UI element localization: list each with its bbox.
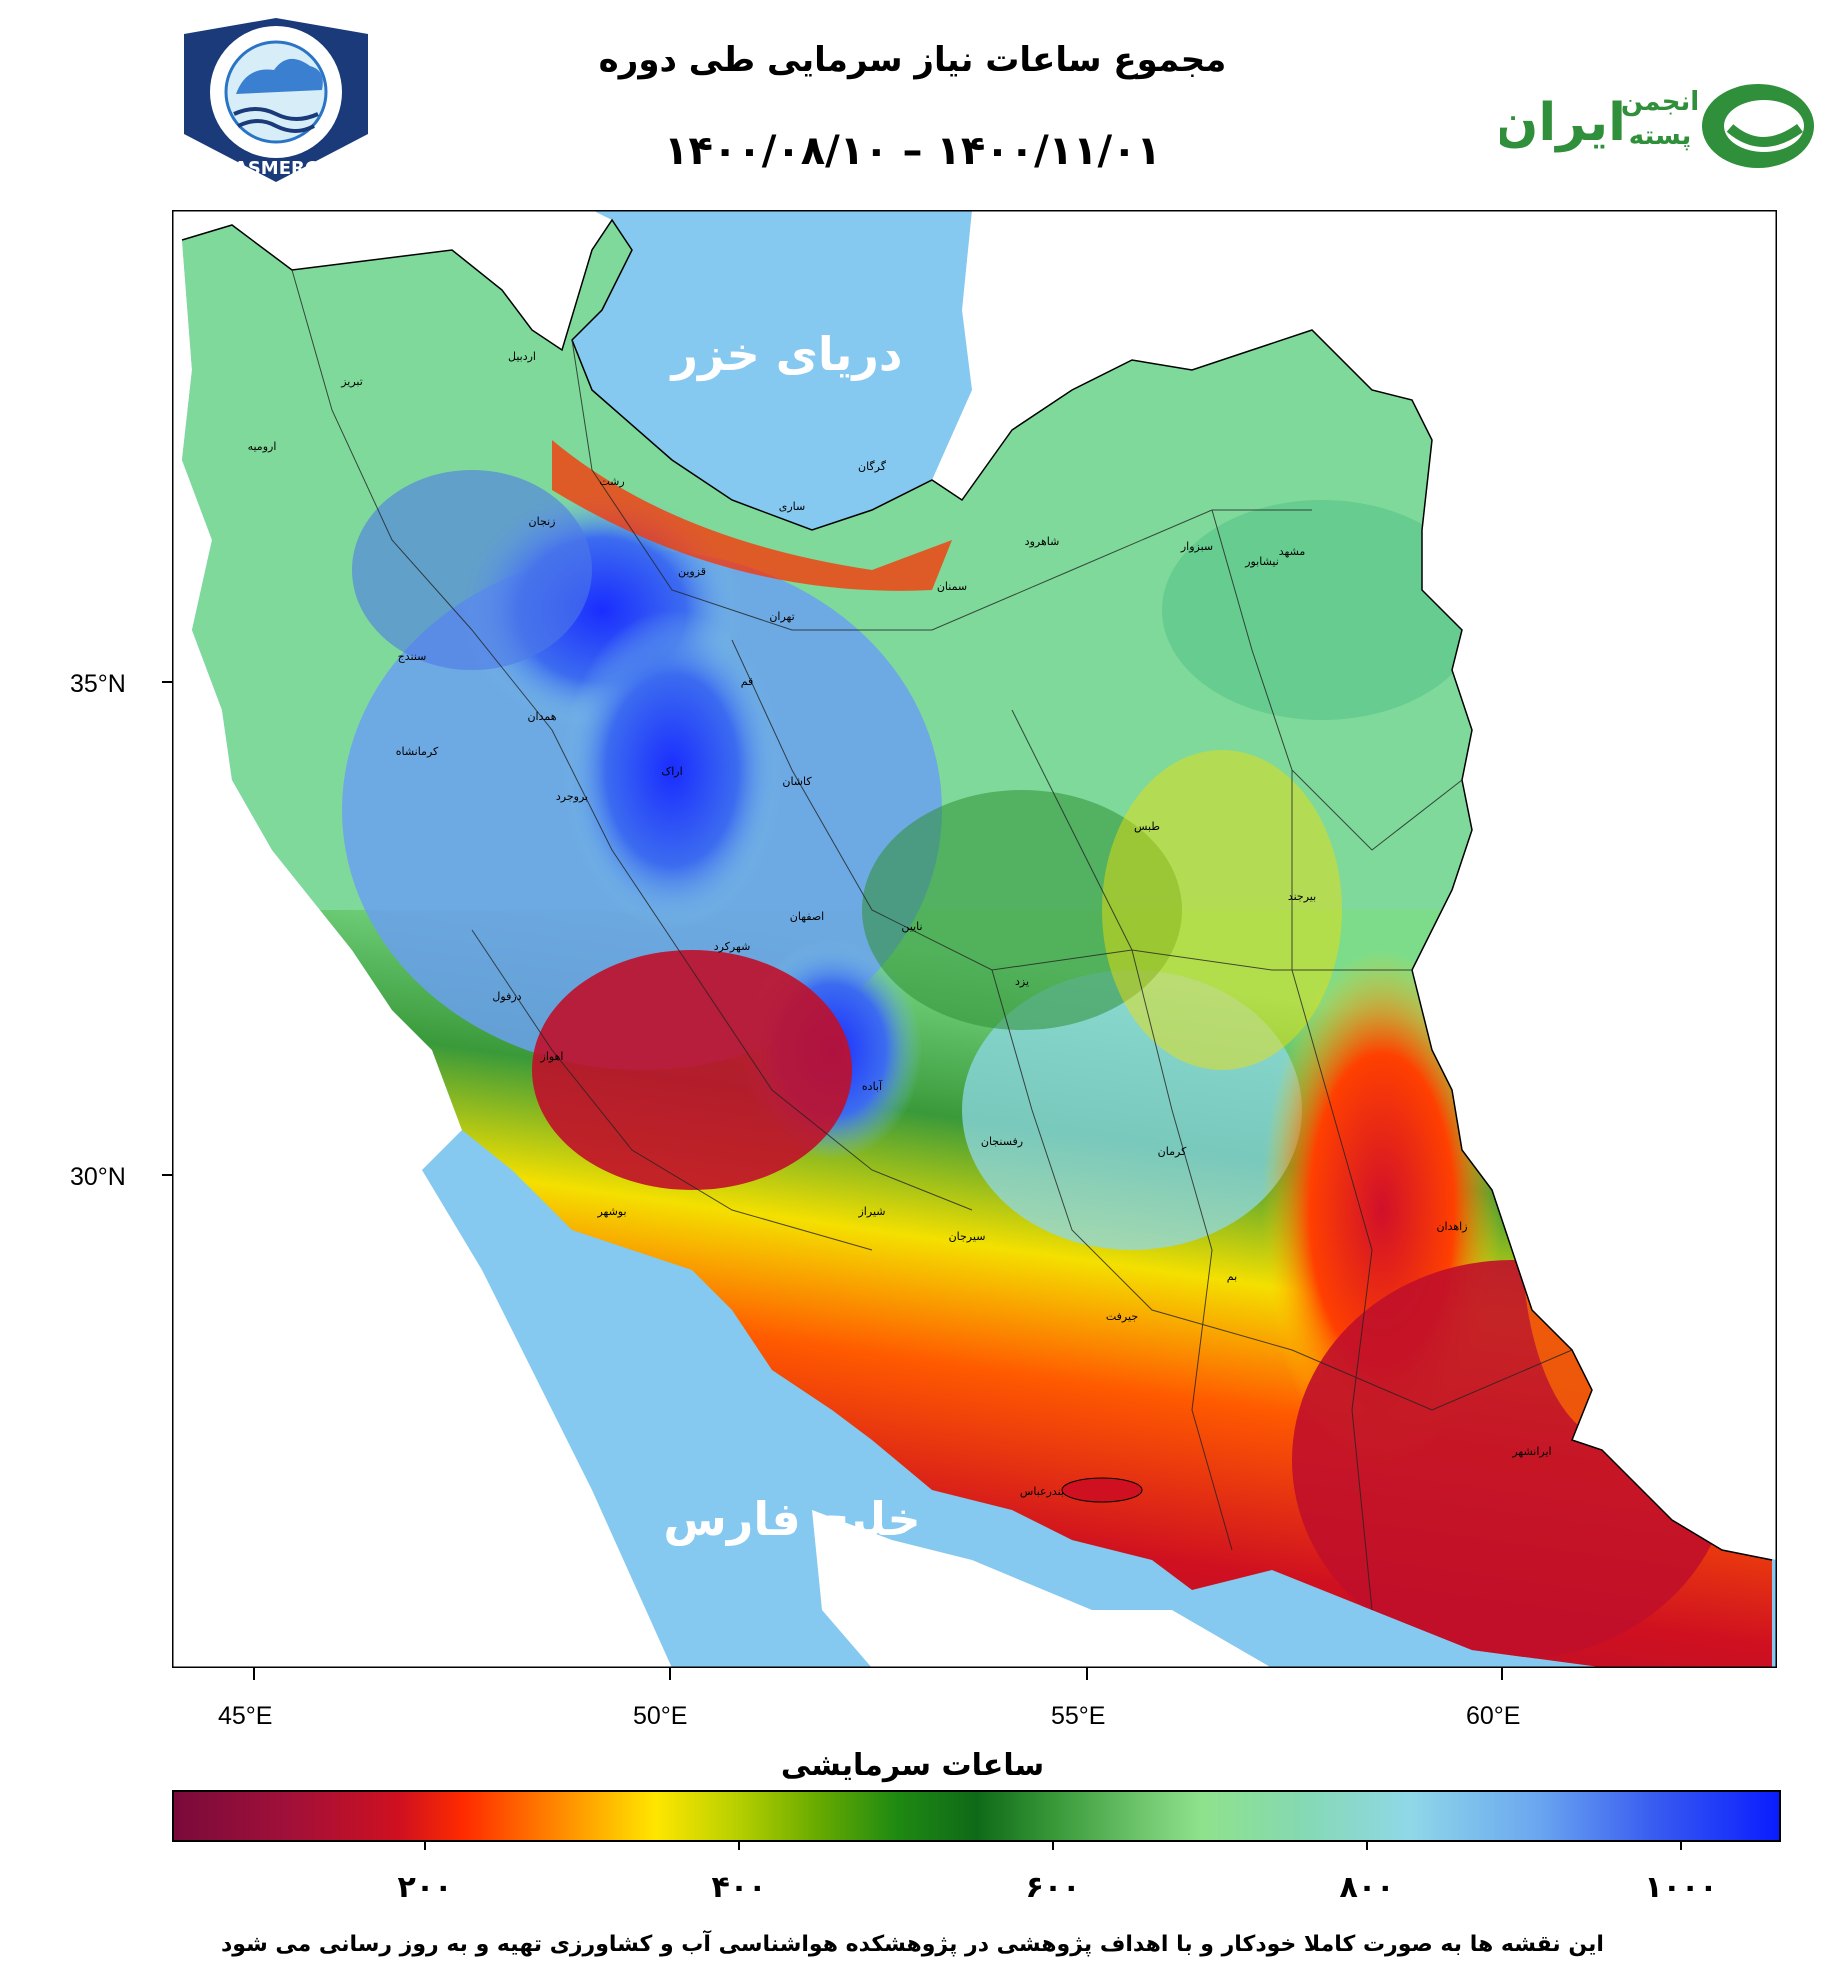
colorbar-label-400: ۴۰۰	[711, 1870, 767, 1905]
city-label: بندرعباس	[1020, 1485, 1064, 1498]
city-label: شیراز	[858, 1205, 886, 1218]
city-label: نیشابور	[1244, 555, 1279, 568]
period-dates: ۱۴۰۰/۰۸/۱۰ – ۱۴۰۰/۱۱/۰۱	[664, 128, 1161, 174]
lon-tick-60	[1501, 1668, 1503, 1680]
city-label: اهواز	[540, 1050, 564, 1063]
city-label: تهران	[769, 610, 794, 623]
city-label: همدان	[527, 710, 556, 723]
city-label: طبس	[1134, 820, 1160, 833]
city-label: تبریز	[340, 375, 363, 388]
lat-label-35: 35°N	[70, 670, 126, 698]
lon-label-45: 45°E	[218, 1702, 273, 1730]
city-label: اراک	[661, 765, 682, 778]
city-label: بروجرد	[556, 790, 588, 803]
city-label: شهرکرد	[714, 940, 751, 953]
colorbar	[172, 1790, 1781, 1842]
chill-hours-map: دریای خزر خلیج فارس تبریز ارومیه اردبیل …	[172, 210, 1777, 1668]
city-label: کرمان	[1158, 1145, 1187, 1158]
asmerc-logo-text: ASMERC	[234, 158, 318, 179]
province-borders	[291, 269, 1573, 1611]
city-label: یزد	[1015, 975, 1029, 988]
city-label: اصفهان	[790, 910, 824, 923]
colorbar-tick	[1680, 1840, 1682, 1850]
city-label: اردبیل	[508, 350, 536, 363]
lon-tick-45	[253, 1668, 255, 1680]
colorbar-title: ساعات سرمایشی	[780, 1748, 1045, 1783]
colorbar-label-600: ۶۰۰	[1025, 1870, 1081, 1905]
city-label: قم	[741, 675, 754, 688]
colorbar-label-800: ۸۰۰	[1339, 1870, 1395, 1905]
city-label: ایرانشهر	[1511, 1445, 1551, 1458]
persian-gulf-label: خلیج فارس	[663, 1492, 920, 1546]
lon-label-60: 60°E	[1466, 1702, 1521, 1730]
lat-label-30: 30°N	[70, 1163, 126, 1191]
city-label: بیرجند	[1288, 890, 1316, 903]
city-label: سنندج	[398, 650, 427, 663]
lon-tick-50	[669, 1668, 671, 1680]
city-label: کرمانشاه	[396, 745, 439, 758]
city-label: بم	[1227, 1270, 1237, 1283]
city-labels: تبریز ارومیه اردبیل زنجان سنندج همدان کر…	[248, 350, 1552, 1498]
city-label: ساری	[779, 500, 806, 513]
map-frame	[172, 210, 1777, 1668]
colorbar-tick	[424, 1840, 426, 1850]
city-label: زاهدان	[1436, 1220, 1467, 1233]
city-label: ارومیه	[248, 440, 277, 453]
pistachio-association-logo: انجمن پسته ایران	[1500, 84, 1814, 168]
lon-label-50: 50°E	[633, 1702, 688, 1730]
city-label: قزوین	[678, 565, 706, 578]
city-label: نایین	[901, 920, 922, 933]
city-label: سمنان	[937, 580, 967, 593]
city-label: شاهرود	[1025, 535, 1060, 548]
city-label: سبزوار	[1180, 540, 1213, 553]
city-label: دزفول	[492, 990, 521, 1003]
logo-text-peste: پسته	[1629, 121, 1692, 151]
city-label: جیرفت	[1106, 1310, 1138, 1323]
city-label: گرگان	[858, 460, 887, 473]
city-label: بوشهر	[596, 1205, 626, 1218]
logo-text-anjoman: انجمن	[1621, 87, 1699, 117]
city-label: سیرجان	[949, 1230, 986, 1243]
country-border	[181, 218, 1773, 1561]
logo-text-iran: ایران	[1500, 93, 1626, 153]
city-label: رشت	[599, 475, 624, 488]
colorbar-tick	[1366, 1840, 1368, 1850]
caspian-sea-label: دریای خزر	[669, 327, 902, 381]
city-label: کاشان	[782, 775, 812, 788]
lon-label-55: 55°E	[1051, 1702, 1106, 1730]
map-title: مجموع ساعات نیاز سرمایی طی دوره	[598, 40, 1227, 80]
colorbar-tick	[1052, 1840, 1054, 1850]
colorbar-label-200: ۲۰۰	[397, 1870, 453, 1905]
colorbar-tick	[738, 1840, 740, 1850]
city-label: مشهد	[1279, 545, 1306, 558]
footer-note: این نقشه ها به صورت کاملا خودکار و با اه…	[221, 1932, 1604, 1957]
lat-tick-35	[162, 681, 172, 683]
asmerc-logo: ASMERC	[184, 18, 368, 182]
lon-tick-55	[1086, 1668, 1088, 1680]
lat-tick-30	[162, 1174, 172, 1176]
city-label: آباده	[862, 1079, 883, 1093]
colorbar-label-1000: ۱۰۰۰	[1644, 1870, 1718, 1905]
city-label: زنجان	[529, 515, 556, 528]
city-label: رفسنجان	[981, 1135, 1023, 1148]
